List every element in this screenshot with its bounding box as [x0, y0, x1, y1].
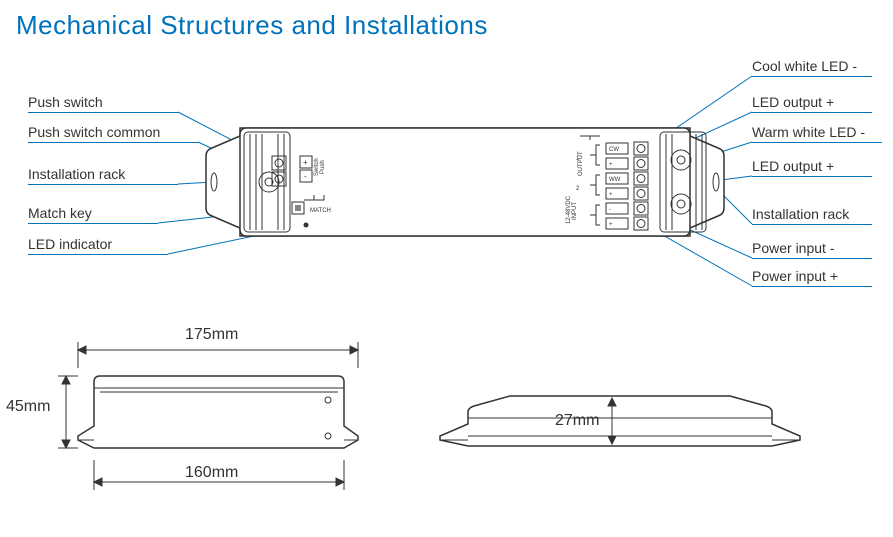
device-side-view	[0, 0, 893, 537]
dim-27: 27mm	[555, 412, 599, 430]
dim-160: 160mm	[185, 464, 238, 482]
dim-45: 45mm	[6, 398, 50, 416]
dim-175: 175mm	[185, 326, 238, 344]
